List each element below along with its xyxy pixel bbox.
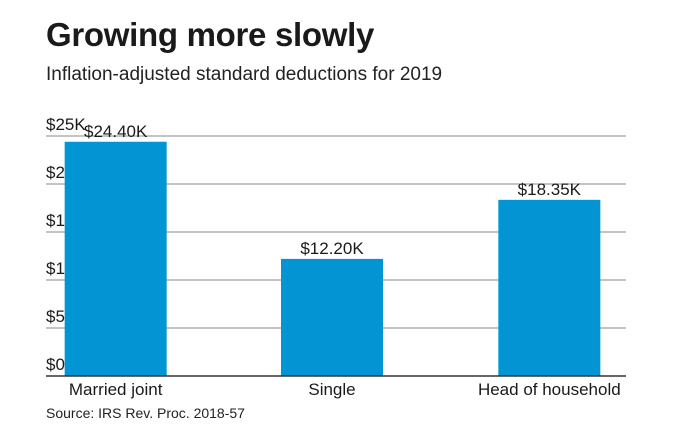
source-note: Source: IRS Rev. Proc. 2018-57 (46, 405, 245, 421)
chart-title: Growing more slowly (46, 16, 375, 53)
bar-value-label: $18.35K (518, 180, 582, 199)
y-tick-label: $25K (46, 115, 86, 134)
chart-subtitle: Inflation-adjusted standard deductions f… (46, 64, 443, 85)
bar-value-label: $12.20K (300, 239, 364, 258)
x-category-label: Head of household (478, 380, 621, 399)
bar (64, 141, 167, 376)
x-category-label: Married joint (69, 380, 163, 399)
bar (498, 199, 601, 376)
bar-value-label: $24.40K (84, 122, 148, 141)
y-tick-label: $0 (46, 355, 65, 374)
x-category-label: Single (308, 380, 355, 399)
bar (281, 258, 383, 376)
